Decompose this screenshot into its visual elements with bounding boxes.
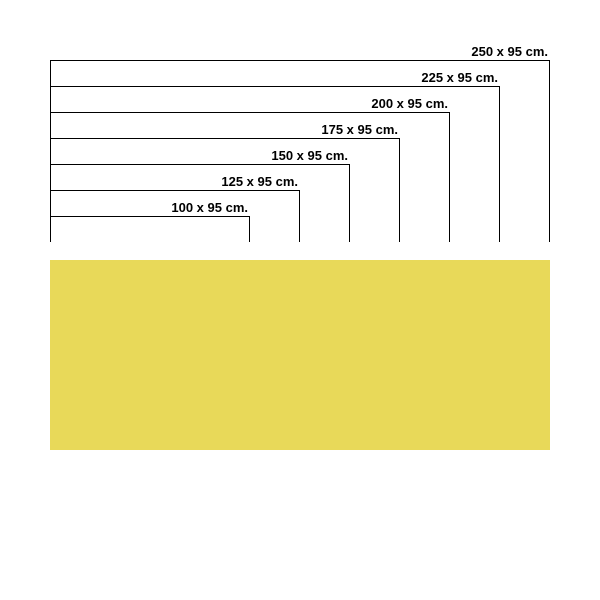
size-label: 150 x 95 cm. [271, 148, 348, 163]
color-swatch [50, 260, 550, 450]
size-diagram: 250 x 95 cm. 225 x 95 cm. 200 x 95 cm. 175 … [0, 0, 600, 600]
size-label: 125 x 95 cm. [221, 174, 298, 189]
size-label: 200 x 95 cm. [371, 96, 448, 111]
left-edge-line [50, 60, 51, 242]
size-label: 175 x 95 cm. [321, 122, 398, 137]
size-label: 100 x 95 cm. [171, 200, 248, 215]
size-label: 225 x 95 cm. [421, 70, 498, 85]
size-bracket [50, 216, 250, 242]
size-label: 250 x 95 cm. [471, 44, 548, 59]
